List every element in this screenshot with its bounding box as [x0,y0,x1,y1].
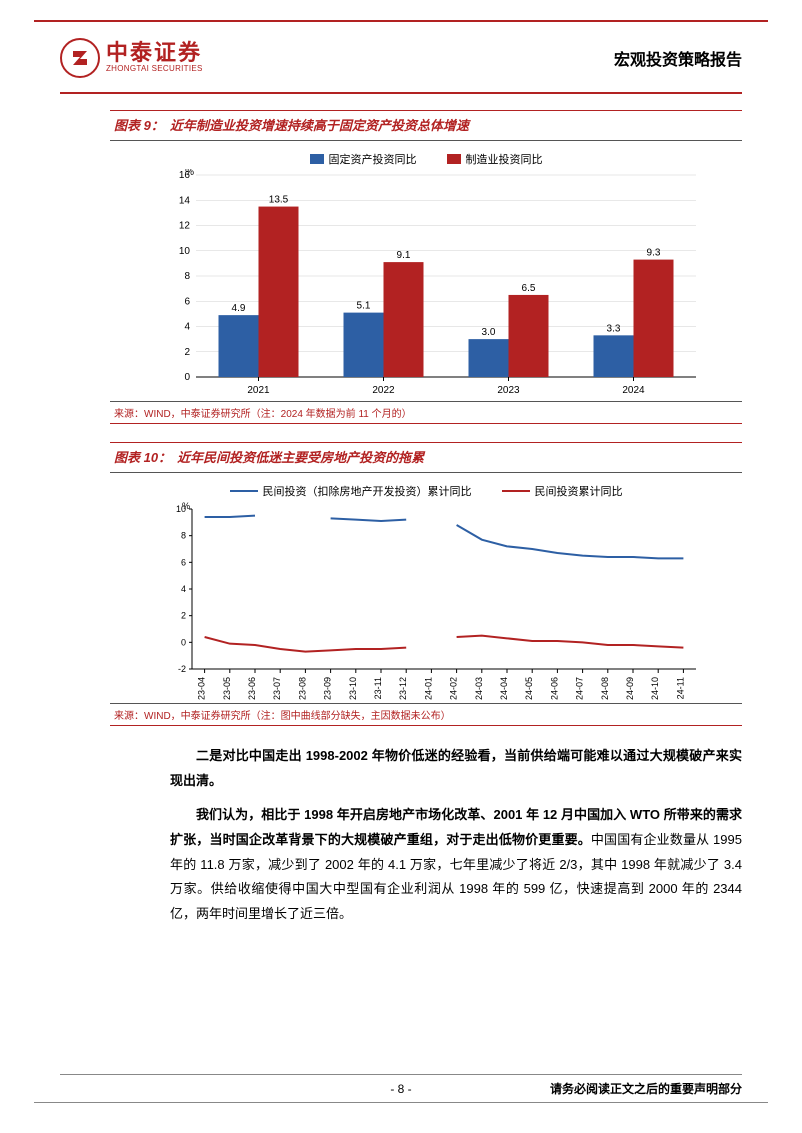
logo-icon [60,38,100,78]
paragraph-1: 二是对比中国走出 1998-2002 年物价低迷的经验看，当前供给端可能难以通过… [170,744,742,793]
page-number: - 8 - [390,1082,411,1096]
chart9-legend-label-0: 固定资产投资同比 [329,151,417,167]
chart9-legend-label-1: 制造业投资同比 [466,151,543,167]
chart9-legend-item-0: 固定资产投资同比 [310,151,417,167]
svg-text:24-09: 24-09 [625,677,635,700]
chart9-legend: 固定资产投资同比 制造业投资同比 [130,151,722,167]
svg-text:6.5: 6.5 [522,283,536,294]
svg-text:24-11: 24-11 [675,677,685,699]
svg-text:6: 6 [181,557,186,567]
svg-text:23-10: 23-10 [348,677,358,700]
svg-text:0: 0 [184,372,190,383]
paragraph-2: 我们认为，相比于 1998 年开启房地产市场化改革、2001 年 12 月中国加… [170,803,742,926]
svg-text:8: 8 [181,531,186,541]
svg-text:23-07: 23-07 [272,677,282,700]
svg-text:12: 12 [179,221,191,232]
chart10-legend-label-0: 民间投资（扣除房地产开发投资）累计同比 [263,483,472,499]
svg-text:9.1: 9.1 [397,250,411,261]
svg-text:-2: -2 [178,664,186,674]
report-type-title: 宏观投资策略报告 [614,46,742,70]
svg-text:2: 2 [184,347,190,358]
chart10-legend: 民间投资（扣除房地产开发投资）累计同比 民间投资累计同比 [130,483,722,499]
chart9-source: 来源：WIND，中泰证券研究所（注：2024 年数据为前 11 个月的） [110,401,742,424]
svg-text:2024: 2024 [622,385,645,396]
paragraph-1-bold: 二是对比中国走出 1998-2002 年物价低迷的经验看，当前供给端可能难以通过… [170,748,742,788]
logo-text-cn: 中泰证券 [106,42,203,64]
svg-text:23-04: 23-04 [197,677,207,700]
chart10-area: 民间投资（扣除房地产开发投资）累计同比 民间投资累计同比 -20246810%2… [110,477,742,703]
chart10-legend-line-0 [230,490,258,492]
svg-text:2022: 2022 [372,385,395,396]
svg-text:23-08: 23-08 [297,677,307,700]
svg-text:24-03: 24-03 [474,677,484,700]
chart9-title: 图表 9： 近年制造业投资增速持续高于固定资产投资总体增速 [110,110,742,141]
svg-text:13.5: 13.5 [269,195,289,206]
svg-text:23-05: 23-05 [222,677,232,700]
svg-text:2021: 2021 [247,385,270,396]
svg-text:24-10: 24-10 [650,677,660,700]
svg-text:4: 4 [181,584,186,594]
chart9-area: 固定资产投资同比 制造业投资同比 0246810121416%4.913.520… [110,145,742,401]
svg-text:%: % [185,169,194,178]
svg-text:24-05: 24-05 [524,677,534,700]
chart10-legend-line-1 [502,490,530,492]
svg-text:14: 14 [179,195,191,206]
chart10-svg: -20246810%23-0423-0523-0623-0723-0823-09… [130,501,722,701]
svg-text:24-02: 24-02 [449,677,459,700]
page-header: 中泰证券 ZHONGTAI SECURITIES 宏观投资策略报告 [60,28,742,88]
chart9-legend-item-1: 制造业投资同比 [447,151,543,167]
svg-text:24-06: 24-06 [549,677,559,700]
chart9-title-text: 近年制造业投资增速持续高于固定资产投资总体增速 [170,115,469,134]
svg-text:5.1: 5.1 [357,301,371,312]
chart9-svg: 0246810121416%4.913.520215.19.120223.06.… [130,169,722,399]
svg-text:23-12: 23-12 [398,677,408,700]
svg-text:6: 6 [184,296,190,307]
chart10-source: 来源：WIND，中泰证券研究所（注：图中曲线部分缺失，主因数据未公布） [110,703,742,726]
svg-text:2: 2 [181,611,186,621]
body-text: 二是对比中国走出 1998-2002 年物价低迷的经验看，当前供给端可能难以通过… [170,744,742,927]
svg-text:3.0: 3.0 [482,327,496,338]
page-footer: - 8 - 请务必阅读正文之后的重要声明部分 [60,1080,742,1097]
svg-text:4.9: 4.9 [232,303,246,314]
chart10-legend-item-1: 民间投资累计同比 [502,483,623,499]
svg-text:3.3: 3.3 [607,323,621,334]
svg-text:9.3: 9.3 [647,248,661,259]
footer-disclaimer: 请务必阅读正文之后的重要声明部分 [550,1080,742,1097]
chart10-title-text: 近年民间投资低迷主要受房地产投资的拖累 [177,447,424,466]
chart10-title-prefix: 图表 10： [114,447,171,466]
chart9-legend-swatch-1 [447,154,461,164]
svg-text:23-11: 23-11 [373,677,383,699]
chart9-title-prefix: 图表 9： [114,115,164,134]
svg-text:%: % [182,501,190,511]
svg-text:10: 10 [179,246,191,257]
chart10-legend-label-1: 民间投资累计同比 [535,483,623,499]
svg-text:24-08: 24-08 [600,677,610,700]
svg-text:23-06: 23-06 [247,677,257,700]
svg-text:0: 0 [181,637,186,647]
chart9-legend-swatch-0 [310,154,324,164]
svg-text:4: 4 [184,322,190,333]
svg-text:24-04: 24-04 [499,677,509,700]
svg-text:23-09: 23-09 [323,677,333,700]
company-logo: 中泰证券 ZHONGTAI SECURITIES [60,38,203,78]
svg-text:2023: 2023 [497,385,520,396]
logo-text-en: ZHONGTAI SECURITIES [106,64,203,74]
svg-text:24-07: 24-07 [575,677,585,700]
svg-text:24-01: 24-01 [423,677,433,700]
svg-text:8: 8 [184,271,190,282]
chart10-title: 图表 10： 近年民间投资低迷主要受房地产投资的拖累 [110,442,742,473]
chart10-legend-item-0: 民间投资（扣除房地产开发投资）累计同比 [230,483,472,499]
